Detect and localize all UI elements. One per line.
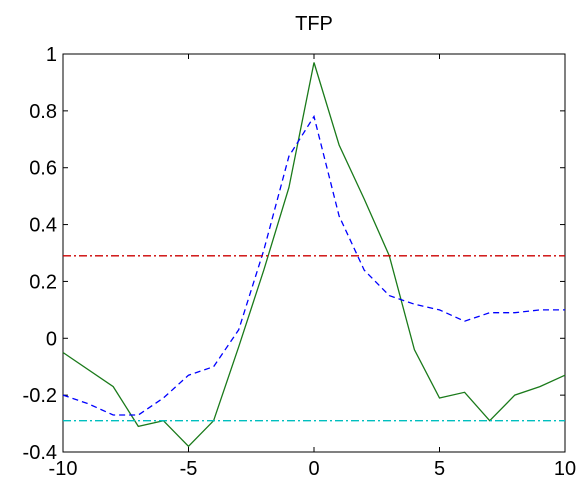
y-axis: -0.4 -0.2 0 0.2 0.4 0.6 0.8 1 <box>23 44 565 464</box>
y-tick-label: 0.4 <box>29 215 57 237</box>
y-tick-label: 0 <box>46 328 57 350</box>
series-line-2 <box>62 114 565 416</box>
y-tick-label: 1 <box>46 44 57 66</box>
x-tick-label: 5 <box>434 458 445 480</box>
x-tick-label: -5 <box>180 458 198 480</box>
x-tick-label: 10 <box>554 458 576 480</box>
plot-area <box>62 53 566 453</box>
chart-title: TFP <box>295 13 333 35</box>
x-axis: -10 -5 0 5 10 <box>49 54 576 480</box>
x-tick-label: 0 <box>308 458 319 480</box>
y-tick-label: -0.4 <box>23 442 57 464</box>
y-tick-label: 0.8 <box>29 101 57 123</box>
y-tick-label: 0.2 <box>29 271 57 293</box>
series-layer <box>62 62 566 448</box>
x-tick-label: -10 <box>49 458 78 480</box>
series-line-1 <box>62 62 566 448</box>
y-tick-label: 0.6 <box>29 158 57 180</box>
y-tick-label: -0.2 <box>23 385 57 407</box>
